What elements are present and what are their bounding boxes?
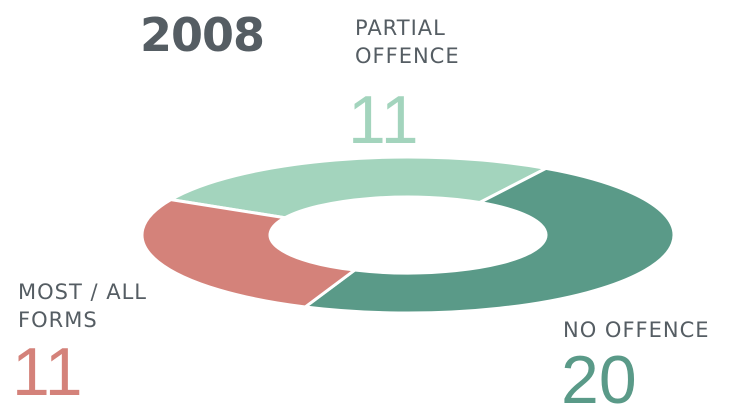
page: 2008 PARTIAL OFFENCE 11 NO OFFENCE 20 MO… <box>12 8 710 414</box>
donut-segment <box>140 198 359 309</box>
donut-segment <box>301 166 676 315</box>
donut-segment <box>166 155 551 220</box>
category-label: NO OFFENCE <box>563 318 710 342</box>
category-label: PARTIAL OFFENCE <box>355 16 460 68</box>
chart <box>140 155 676 315</box>
chart-title: 2008 <box>140 8 265 62</box>
value-label: 11 <box>348 82 419 158</box>
value-label: 20 <box>561 342 637 418</box>
value-label: 11 <box>12 334 83 410</box>
category-label: MOST / ALL FORMS <box>18 280 147 332</box>
